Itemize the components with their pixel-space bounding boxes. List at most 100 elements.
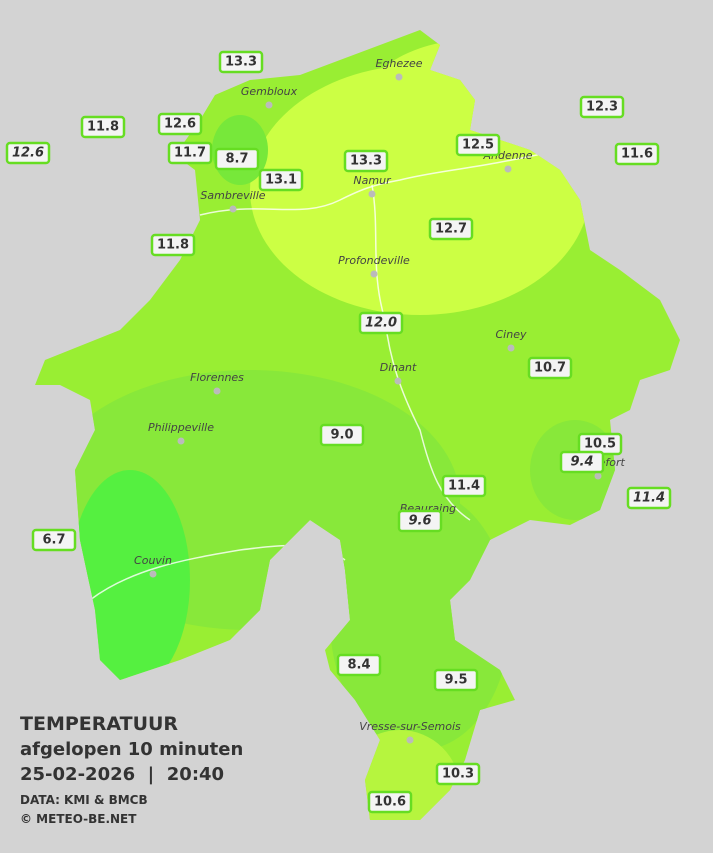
station-box <box>336 653 382 677</box>
station-value: 10.3 <box>442 767 474 782</box>
place-label: Ciney <box>496 328 527 341</box>
station-box <box>80 115 126 139</box>
station: 10.5 <box>577 432 623 456</box>
station-box <box>214 147 260 171</box>
place-label: Profondeville <box>338 254 410 267</box>
station-box <box>435 762 481 786</box>
place-dot <box>395 73 403 81</box>
station-box <box>626 486 672 510</box>
station-value: 11.4 <box>633 491 665 506</box>
station: 10.7 <box>527 356 573 380</box>
place-label: Namur <box>353 174 392 187</box>
station-value: 12.6 <box>12 146 44 161</box>
station: 9.0 <box>319 423 365 447</box>
station-value: 10.6 <box>374 795 406 810</box>
station: 11.8 <box>80 115 126 139</box>
station-box <box>433 668 479 692</box>
station-box <box>358 311 404 335</box>
station: 12.0 <box>358 311 404 335</box>
station: 9.6 <box>397 509 443 533</box>
station-box <box>319 423 365 447</box>
station: 11.7 <box>167 141 213 165</box>
places: EghezeeGemblouxAndenneNamurSambrevillePr… <box>134 57 625 744</box>
station: 6.7 <box>31 528 77 552</box>
station: 13.3 <box>343 149 389 173</box>
station: 12.6 <box>5 141 51 165</box>
station-box <box>150 233 196 257</box>
station-box <box>157 112 203 136</box>
place-dot <box>177 437 185 445</box>
station-value: 13.3 <box>350 154 382 169</box>
station-box <box>455 133 501 157</box>
station: 10.3 <box>435 762 481 786</box>
station-value: 12.0 <box>365 316 397 331</box>
station-box <box>559 450 605 474</box>
place-label: Couvin <box>134 554 172 567</box>
place-dot <box>265 101 273 109</box>
station-box <box>167 141 213 165</box>
station: 8.4 <box>336 653 382 677</box>
timestamp: 25-02-2026 | 20:40 <box>20 764 224 785</box>
place-dot <box>149 570 157 578</box>
place-dot <box>394 377 402 385</box>
place-label: Florennes <box>190 371 244 384</box>
station: 11.6 <box>614 142 660 166</box>
station-value: 11.8 <box>157 238 189 253</box>
station-value: 12.6 <box>164 117 196 132</box>
station-box <box>5 141 51 165</box>
station-box <box>343 149 389 173</box>
station-value: 11.7 <box>174 146 206 161</box>
place-label: Dinant <box>380 361 417 374</box>
station: 13.1 <box>258 168 304 192</box>
place-label: Sambreville <box>200 189 265 202</box>
station-box <box>428 217 474 241</box>
station-value: 11.8 <box>87 120 119 135</box>
station-value: 11.4 <box>448 479 480 494</box>
station: 11.4 <box>626 486 672 510</box>
place-dot <box>213 387 221 395</box>
station-value: 8.7 <box>225 152 248 167</box>
station-box <box>258 168 304 192</box>
station-value: 6.7 <box>42 533 65 548</box>
station-value: 9.4 <box>570 455 593 470</box>
station-value: 13.1 <box>265 173 297 188</box>
place-label: Gembloux <box>241 85 298 98</box>
subtitle: afgelopen 10 minuten <box>20 739 243 760</box>
station: 13.3 <box>218 50 264 74</box>
place-dot <box>406 736 414 744</box>
place-dot <box>507 344 515 352</box>
place-dot <box>368 190 376 198</box>
station: 12.7 <box>428 217 474 241</box>
station-box <box>527 356 573 380</box>
title: TEMPERATUUR <box>20 713 178 735</box>
station: 9.5 <box>433 668 479 692</box>
station: 12.6 <box>157 112 203 136</box>
station-value: 8.4 <box>347 658 370 673</box>
station: 12.3 <box>579 95 625 119</box>
station-value: 9.0 <box>330 428 353 443</box>
station-value: 10.7 <box>534 361 566 376</box>
station: 12.5 <box>455 133 501 157</box>
station-value: 12.3 <box>586 100 618 115</box>
station-value: 9.6 <box>408 514 431 529</box>
place-dot <box>229 205 237 213</box>
station: 8.7 <box>214 147 260 171</box>
station: 11.4 <box>441 474 487 498</box>
station-box <box>367 790 413 814</box>
place-label: Philippeville <box>148 421 214 434</box>
station-value: 9.5 <box>444 673 467 688</box>
station-value: 10.5 <box>584 437 616 452</box>
station: 10.6 <box>367 790 413 814</box>
station-box <box>31 528 77 552</box>
station-value: 12.5 <box>462 138 494 153</box>
station-box <box>614 142 660 166</box>
place-dot <box>594 472 602 480</box>
station-box <box>397 509 443 533</box>
station-box <box>579 95 625 119</box>
station-value: 11.6 <box>621 147 653 162</box>
place-label: Eghezee <box>376 57 423 70</box>
station-value: 12.7 <box>435 222 467 237</box>
source: DATA: KMI & BMCB <box>20 793 148 807</box>
station: 9.4 <box>559 450 605 474</box>
